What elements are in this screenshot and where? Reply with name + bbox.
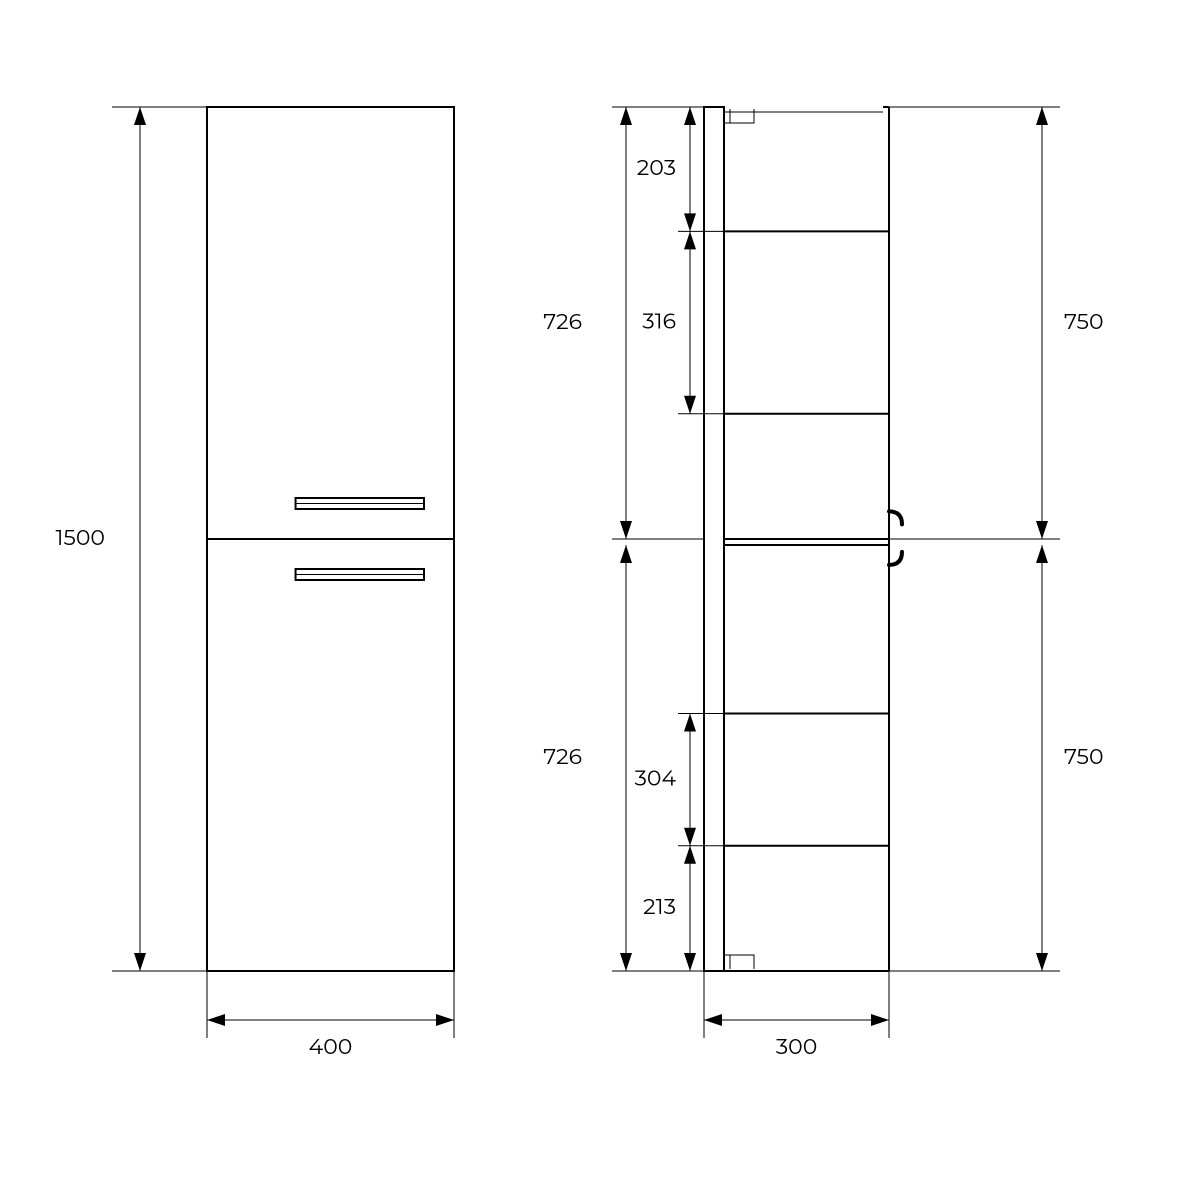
svg-text:1500: 1500 bbox=[55, 524, 105, 551]
svg-text:750: 750 bbox=[1064, 743, 1104, 770]
svg-text:750: 750 bbox=[1064, 308, 1104, 335]
svg-text:300: 300 bbox=[776, 1033, 818, 1060]
bracket-icon bbox=[724, 955, 754, 969]
svg-text:316: 316 bbox=[642, 307, 676, 334]
svg-text:304: 304 bbox=[634, 764, 676, 791]
side-back-panel bbox=[704, 107, 724, 971]
front-view bbox=[207, 107, 454, 971]
svg-text:203: 203 bbox=[637, 154, 676, 181]
svg-text:726: 726 bbox=[543, 743, 582, 770]
svg-text:213: 213 bbox=[643, 893, 676, 920]
side-view bbox=[704, 107, 902, 971]
svg-text:400: 400 bbox=[309, 1033, 353, 1060]
svg-text:726: 726 bbox=[543, 308, 582, 335]
bracket-icon bbox=[724, 109, 754, 123]
door-knob-icon bbox=[889, 552, 902, 565]
door-knob-icon bbox=[889, 511, 902, 524]
